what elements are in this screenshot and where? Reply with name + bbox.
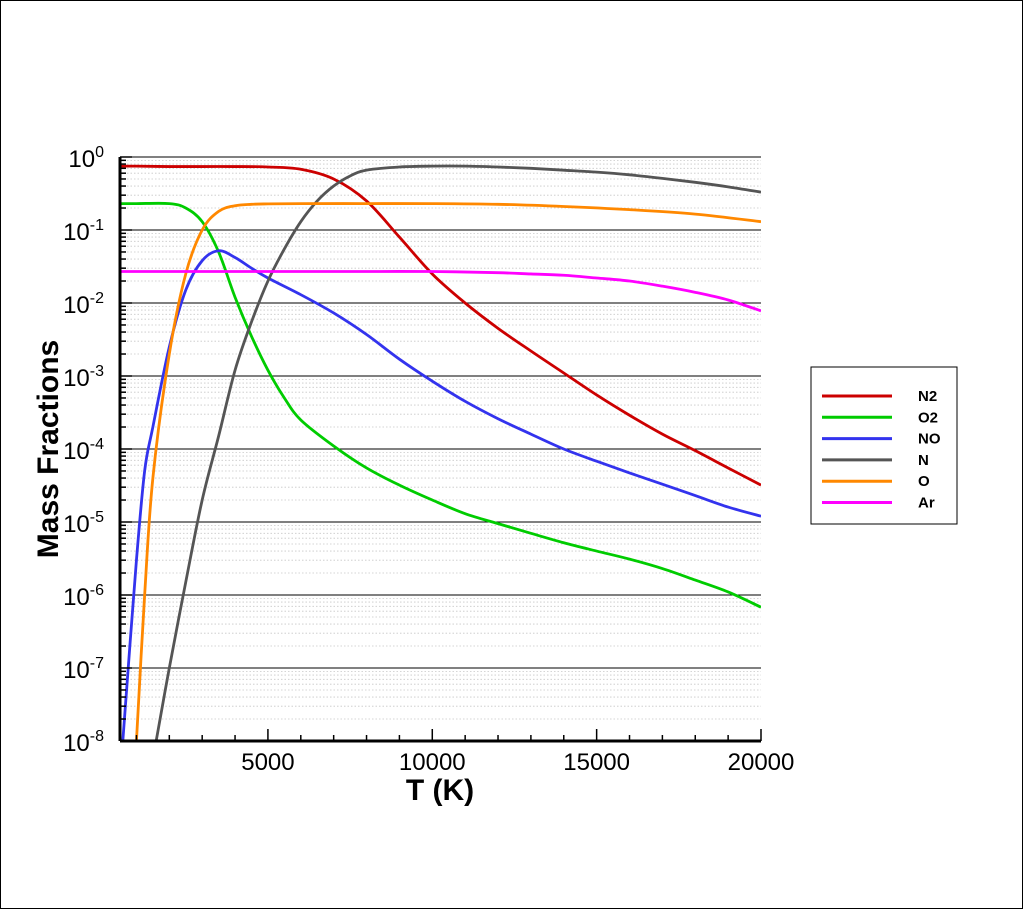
- y-tick-label: 10-1: [63, 217, 104, 246]
- legend-label-n2: N2: [918, 388, 937, 405]
- y-tick-label: 100: [68, 144, 104, 173]
- y-tick-label: 10-8: [63, 728, 104, 757]
- series-line-o: [135, 202, 761, 741]
- x-tick-label: 10000: [399, 749, 466, 776]
- y-axis-title: Mass Fractions: [32, 340, 65, 558]
- y-tick-label: 10-4: [63, 436, 104, 465]
- series-line-no: [121, 249, 761, 741]
- series-line-n: [154, 164, 761, 741]
- series-lines: [120, 164, 761, 741]
- legend: N2 O2 NO NO Ar: [810, 366, 958, 525]
- x-axis-title: T (K): [406, 774, 474, 807]
- x-tick-label: 15000: [563, 749, 630, 776]
- legend-label-o2: O2: [918, 409, 938, 426]
- y-tick-label: 10-7: [63, 655, 104, 684]
- y-tick-label: 10-3: [63, 363, 104, 392]
- y-tick-label: 10-6: [63, 582, 104, 611]
- legend-label-n: N: [918, 452, 929, 469]
- series-line-n2: [120, 164, 761, 487]
- legend-box: [810, 366, 958, 525]
- series-line-ar: [120, 270, 761, 313]
- x-tick-label: 5000: [241, 749, 294, 776]
- y-tick-label: 10-2: [63, 290, 104, 319]
- legend-label-o: O: [918, 473, 930, 490]
- y-tick-label: 10-5: [63, 509, 104, 538]
- tick-labels: 100 10-1 10-2 10-3 10-4 10-5 10-6 10-7 10-8 5000 1…: [63, 144, 794, 776]
- legend-label-no: NO: [918, 431, 941, 448]
- legend-label-ar: Ar: [918, 495, 935, 512]
- series-line-o2: [120, 201, 761, 609]
- x-tick-label: 20000: [728, 749, 795, 776]
- axes: [118, 156, 762, 743]
